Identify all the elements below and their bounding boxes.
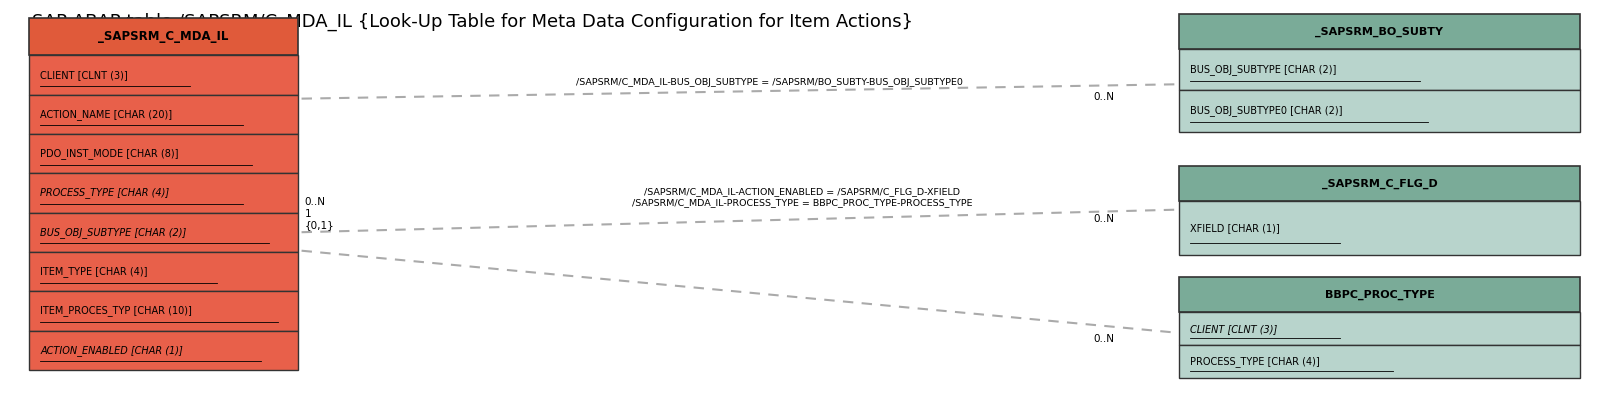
FancyBboxPatch shape xyxy=(1179,312,1580,345)
Text: 0..N: 0..N xyxy=(1094,92,1115,102)
FancyBboxPatch shape xyxy=(29,213,298,252)
FancyBboxPatch shape xyxy=(29,173,298,213)
Text: CLIENT [CLNT (3)]: CLIENT [CLNT (3)] xyxy=(40,70,128,80)
Text: /SAPSRM/C_MDA_IL-ACTION_ENABLED = /SAPSRM/C_FLG_D-XFIELD
/SAPSRM/C_MDA_IL-PROCES: /SAPSRM/C_MDA_IL-ACTION_ENABLED = /SAPSR… xyxy=(632,187,972,207)
Text: XFIELD [CHAR (1)]: XFIELD [CHAR (1)] xyxy=(1190,223,1280,233)
Text: /SAPSRM/C_MDA_IL-BUS_OBJ_SUBTYPE = /SAPSRM/BO_SUBTY-BUS_OBJ_SUBTYPE0: /SAPSRM/C_MDA_IL-BUS_OBJ_SUBTYPE = /SAPS… xyxy=(576,78,964,87)
Text: 0..N: 0..N xyxy=(1094,214,1115,224)
Text: BUS_OBJ_SUBTYPE [CHAR (2)]: BUS_OBJ_SUBTYPE [CHAR (2)] xyxy=(1190,65,1336,75)
FancyBboxPatch shape xyxy=(1179,49,1580,90)
Text: BUS_OBJ_SUBTYPE [CHAR (2)]: BUS_OBJ_SUBTYPE [CHAR (2)] xyxy=(40,227,186,238)
FancyBboxPatch shape xyxy=(29,252,298,291)
FancyBboxPatch shape xyxy=(1179,277,1580,312)
Text: PDO_INST_MODE [CHAR (8)]: PDO_INST_MODE [CHAR (8)] xyxy=(40,148,178,159)
Text: _SAPSRM_BO_SUBTY: _SAPSRM_BO_SUBTY xyxy=(1315,27,1444,37)
Text: ACTION_ENABLED [CHAR (1)]: ACTION_ENABLED [CHAR (1)] xyxy=(40,345,183,356)
FancyBboxPatch shape xyxy=(1179,166,1580,201)
Text: CLIENT [CLNT (3)]: CLIENT [CLNT (3)] xyxy=(1190,324,1277,334)
FancyBboxPatch shape xyxy=(1179,14,1580,49)
Text: 0..N
1
{0,1}: 0..N 1 {0,1} xyxy=(305,197,335,230)
Text: ITEM_TYPE [CHAR (4)]: ITEM_TYPE [CHAR (4)] xyxy=(40,266,148,277)
FancyBboxPatch shape xyxy=(1179,90,1580,132)
Text: BUS_OBJ_SUBTYPE0 [CHAR (2)]: BUS_OBJ_SUBTYPE0 [CHAR (2)] xyxy=(1190,106,1343,116)
FancyBboxPatch shape xyxy=(29,330,298,370)
FancyBboxPatch shape xyxy=(1179,201,1580,255)
Text: ITEM_PROCES_TYP [CHAR (10)]: ITEM_PROCES_TYP [CHAR (10)] xyxy=(40,305,192,316)
Text: _SAPSRM_C_MDA_IL: _SAPSRM_C_MDA_IL xyxy=(98,30,229,44)
FancyBboxPatch shape xyxy=(1179,345,1580,378)
Text: _SAPSRM_C_FLG_D: _SAPSRM_C_FLG_D xyxy=(1322,179,1437,189)
Text: PROCESS_TYPE [CHAR (4)]: PROCESS_TYPE [CHAR (4)] xyxy=(1190,356,1320,367)
Text: PROCESS_TYPE [CHAR (4)]: PROCESS_TYPE [CHAR (4)] xyxy=(40,187,170,199)
Text: SAP ABAP table /SAPSRM/C_MDA_IL {Look-Up Table for Meta Data Configuration for I: SAP ABAP table /SAPSRM/C_MDA_IL {Look-Up… xyxy=(32,12,913,30)
FancyBboxPatch shape xyxy=(29,134,298,173)
Text: 0..N: 0..N xyxy=(1094,334,1115,344)
FancyBboxPatch shape xyxy=(29,291,298,330)
Text: ACTION_NAME [CHAR (20)]: ACTION_NAME [CHAR (20)] xyxy=(40,109,172,120)
FancyBboxPatch shape xyxy=(29,95,298,134)
Text: BBPC_PROC_TYPE: BBPC_PROC_TYPE xyxy=(1325,290,1434,300)
FancyBboxPatch shape xyxy=(29,55,298,95)
FancyBboxPatch shape xyxy=(29,18,298,55)
